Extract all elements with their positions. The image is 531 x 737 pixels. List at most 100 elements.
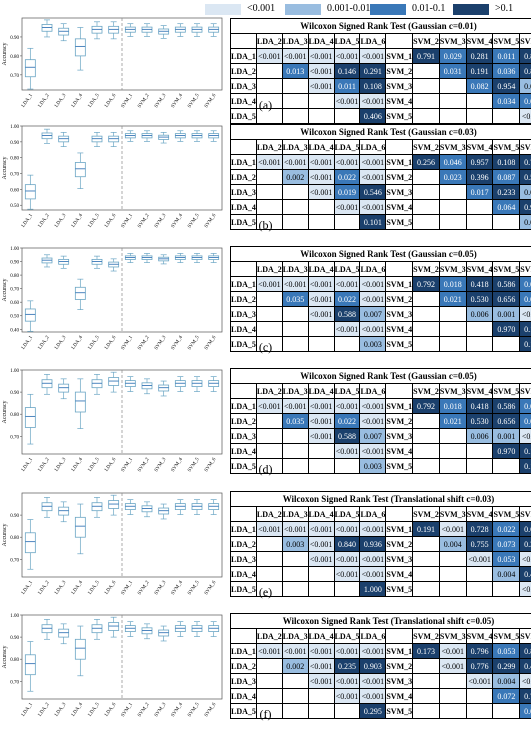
empty-cell (255, 78, 283, 94)
table-title: Wilcoxon Signed Rank Test (Gaussian c=0.… (229, 246, 531, 262)
y-tick-label: 1.00 (10, 614, 19, 619)
box-LDA_4 (74, 625, 86, 677)
header-cell: LDA_6 (359, 383, 387, 399)
p-value-cell: 0.004 (492, 673, 521, 689)
legend-label: 0.001-0.01 (327, 3, 371, 14)
header-cell (230, 383, 257, 399)
p-value-cell: <0.001 (307, 63, 335, 79)
p-value-cell: 0.018 (438, 276, 467, 292)
box-LDA_6 (108, 494, 120, 516)
p-value-cell: 0.036 (492, 63, 521, 79)
p-value-cell: 0.322 (519, 536, 531, 552)
header-cell: LDA_4 (230, 566, 257, 582)
header-cell: SVM_4 (465, 383, 494, 399)
p-value-cell: 0.792 (412, 398, 440, 414)
box-SVM_1 (124, 499, 136, 515)
p-value-cell: <0.001 (255, 276, 283, 292)
p-value-cell: 0.146 (333, 63, 361, 79)
header-cell (230, 139, 257, 155)
box-LDA_5 (91, 619, 103, 640)
empty-cell (255, 688, 283, 704)
p-value-cell: 1.000 (359, 581, 387, 597)
header-cell (385, 139, 414, 155)
p-value-cell: 0.588 (333, 306, 361, 322)
empty-cell (307, 321, 335, 337)
empty-cell (465, 566, 494, 582)
y-axis-label: Accuracy (2, 524, 8, 547)
table-row: LDA_1 <0.001 <0.001 <0.001 <0.001 <0.001 SVM_1… (230, 643, 531, 659)
header-cell: SVM_2 (412, 506, 440, 522)
box-LDA_4 (74, 152, 86, 189)
empty-cell (492, 108, 521, 124)
p-value-cell: <0.001 (333, 398, 361, 414)
p-value-cell: <0.001 (255, 154, 283, 170)
p-value-cell: <0.001 (359, 276, 387, 292)
p-value-cell: 0.191 (412, 521, 440, 537)
empty-cell (255, 306, 283, 322)
header-cell: LDA_2 (230, 413, 257, 429)
box-LDA_2 (41, 19, 53, 38)
box-LDA_5 (91, 497, 103, 518)
empty-cell (412, 551, 440, 567)
empty-cell (307, 199, 335, 215)
p-value-cell: <0.001 (333, 443, 361, 459)
y-axis-label: Accuracy (2, 646, 8, 669)
empty-cell (438, 443, 467, 459)
empty-cell (281, 306, 309, 322)
p-value-cell: <0.001 (465, 673, 494, 689)
p-value-cell: 0.101 (359, 214, 387, 230)
box-SVM_4 (174, 621, 186, 637)
wilcoxon-table: Wilcoxon Signed Rank Test (Translational… (229, 613, 531, 719)
y-tick-label: 0.80 (10, 157, 19, 162)
empty-cell (281, 566, 309, 582)
legend-swatch (370, 4, 406, 15)
p-value-cell: <0.001 (307, 551, 335, 567)
p-value-cell: 0.173 (412, 643, 440, 659)
box-SVM_1 (124, 253, 136, 263)
p-value-cell: 0.001 (492, 428, 521, 444)
p-value-cell: 0.004 (438, 536, 467, 552)
empty-cell (465, 688, 494, 704)
p-value-cell: 0.022 (492, 521, 521, 537)
p-value-cell: <0.001 (519, 306, 531, 322)
p-value-cell: <0.001 (333, 154, 361, 170)
box-LDA_5 (91, 131, 103, 147)
p-value-cell: 0.072 (492, 688, 521, 704)
box-SVM_5 (191, 130, 203, 142)
box-SVM_2 (141, 501, 153, 518)
p-value-cell: 0.035 (281, 291, 309, 307)
header-cell: LDA_2 (255, 33, 283, 49)
panel-a: 0.70 0.80 0.90 Accuracy LDA_1 LDA_2 LDA_3 LDA_4… (0, 0, 531, 124)
p-value-cell: 0.791 (412, 48, 440, 64)
p-value-cell: 0.930 (519, 199, 531, 215)
panel-caption: (e) (258, 585, 273, 599)
p-value-cell: 0.053 (492, 643, 521, 659)
p-value-cell: <0.001 (307, 536, 335, 552)
y-tick-label: 0.50 (10, 204, 19, 209)
panel-caption: (d) (258, 462, 273, 476)
p-value-cell: 0.830 (519, 48, 531, 64)
header-cell: LDA_4 (230, 199, 257, 215)
header-cell: LDA_3 (281, 139, 309, 155)
p-value-cell: <0.001 (519, 581, 531, 597)
p-value-cell: <0.001 (359, 521, 387, 537)
box-plot: 0.400.500.600.700.800.901.00AccuracyLDA_… (2, 247, 223, 351)
header-cell: LDA_2 (230, 536, 257, 552)
header-cell: LDA_5 (333, 33, 361, 49)
header-cell: LDA_3 (230, 673, 257, 689)
box-LDA_6 (108, 371, 120, 393)
box-LDA_1 (24, 519, 36, 570)
empty-cell (465, 443, 494, 459)
box-SVM_5 (191, 376, 203, 392)
empty-cell (438, 321, 467, 337)
table-title: Wilcoxon Signed Rank Test (Gaussian c=0.… (229, 124, 531, 140)
empty-cell (307, 688, 335, 704)
empty-cell (281, 199, 309, 215)
empty-cell (255, 566, 283, 582)
p-value-cell: 0.299 (492, 658, 521, 674)
empty-cell (412, 291, 440, 307)
